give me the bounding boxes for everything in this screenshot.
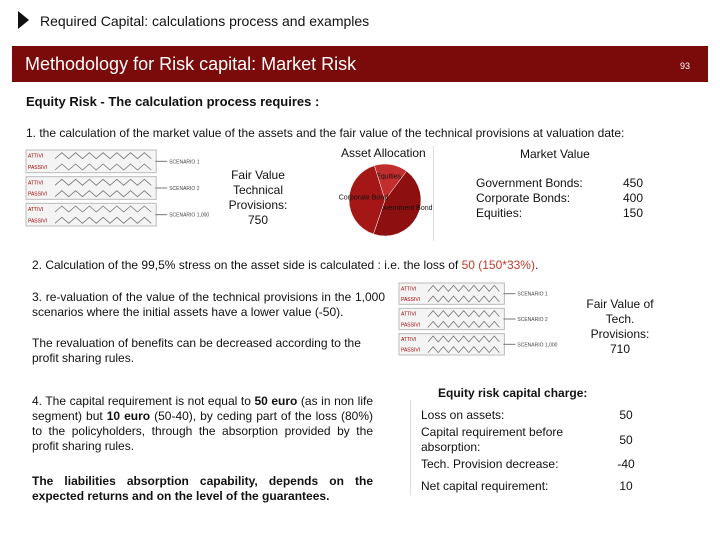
market-value-table: Government Bonds: 450 Corporate Bonds: 400 E… <box>476 176 646 221</box>
text: 4. The capital requirement is not equal … <box>32 394 255 408</box>
zigzag <box>54 178 152 186</box>
text: (as in non life segment) but <box>32 394 373 423</box>
fair-value-line: Fair Value <box>231 168 285 182</box>
step-text: 1. the calculation of the market value o… <box>26 126 625 140</box>
bold-text: 10 euro <box>106 409 151 423</box>
pie-chart: Equities Government Bond Corporate Bond <box>339 163 433 237</box>
scenario-label: SCENARIO 1,000 <box>517 342 557 348</box>
text: 2. Calculation of the 99,5% stress on th… <box>32 258 462 272</box>
diagram-label: PASSIVI <box>28 165 47 171</box>
pie-label: Equities <box>376 174 401 181</box>
table-row: Loss on assets: 50 <box>421 408 641 423</box>
row-label: Government Bonds: <box>476 176 583 190</box>
bullet-arrow <box>18 11 29 29</box>
diagram-label: PASSIVI <box>28 218 47 224</box>
pie-slice <box>373 170 422 237</box>
step-text: 3. re-valuation of the value of the tech… <box>32 290 385 319</box>
zigzag <box>54 190 152 198</box>
row-value: 50 <box>619 432 633 447</box>
zigzag <box>427 335 500 343</box>
row-value: -40 <box>617 457 635 471</box>
capital-charge-title: Equity risk capital charge: <box>438 386 588 400</box>
zigzag <box>54 152 152 160</box>
diagram-label: PASSIVI <box>401 322 420 328</box>
scenario-label: SCENARIO 1 <box>169 159 200 165</box>
zigzag <box>54 205 152 213</box>
fair-value-line: Tech. <box>605 312 635 326</box>
fair-value: Fair Value Technical Provisions: 750 <box>220 168 296 228</box>
table-row: Equities: 150 <box>476 206 646 221</box>
zigzag <box>427 295 500 303</box>
header-title: Required Capital: calculations process a… <box>40 13 370 29</box>
pie-slice <box>348 165 386 235</box>
bold-text: 50 euro <box>254 394 298 408</box>
diagram-label: ATTIVI <box>401 312 416 318</box>
text: (50-40), by ceding part of the loss (80%… <box>32 409 373 453</box>
pie-label: Government Bond <box>376 205 433 212</box>
row-value: 150 <box>622 206 644 220</box>
row-value: 10 <box>619 479 633 493</box>
fair-value-line: Provisions: <box>228 198 288 212</box>
step-note: The revaluation of benefits can be decre… <box>32 336 361 365</box>
capital-charge-table: Loss on assets: 50 Capital requirement bef… <box>421 408 641 496</box>
step-note: The liabilities absorption capability, d… <box>32 474 373 503</box>
zigzag <box>427 310 500 318</box>
scenario-label: SCENARIO 2 <box>517 317 548 323</box>
scenario-diagram: ATTIVI PASSIVI SCENARIO 1 ATTIVI PASSIVI SCEN… <box>25 149 209 227</box>
step-text: 4. The capital requirement is not equal … <box>32 394 373 454</box>
section-title: Equity Risk - The calculation process re… <box>26 94 320 109</box>
zigzag <box>54 216 152 224</box>
allocation-title: Asset Allocation <box>341 146 426 160</box>
scenario-label: SCENARIO 1,000 <box>169 213 209 219</box>
divider <box>410 400 411 495</box>
scenario-diagram: ATTIVI PASSIVI SCENARIO 1 ATTIVI PASSIVI SCEN… <box>398 282 558 356</box>
fair-value-line: Fair Value of <box>586 297 654 311</box>
text: . <box>534 258 539 272</box>
row-value: 450 <box>622 176 644 190</box>
row-value: 400 <box>622 191 644 205</box>
zigzag <box>54 163 152 171</box>
page-number: 93 <box>680 61 691 71</box>
banner <box>12 46 708 82</box>
row-label: Equities: <box>476 206 523 220</box>
zigzag <box>427 320 500 328</box>
scenario-label: SCENARIO 1 <box>517 292 548 298</box>
diagram-label: ATTIVI <box>28 180 43 186</box>
diagram-label: PASSIVI <box>401 297 420 303</box>
divider <box>433 146 434 241</box>
diagram-label: ATTIVI <box>401 337 416 343</box>
banner-title: Methodology for Risk capital: Market Ris… <box>25 54 357 74</box>
zigzag <box>427 346 500 354</box>
pie-label: Corporate Bond <box>339 195 389 202</box>
market-value-title: Market Value <box>520 147 590 161</box>
row-label: Capital requirement before absorption: <box>421 425 564 454</box>
scenario-label: SCENARIO 2 <box>169 186 200 192</box>
row-label: Net capital requirement: <box>421 479 549 493</box>
table-row: Net capital requirement: 10 <box>421 479 641 494</box>
diagram-label: PASSIVI <box>28 192 47 198</box>
table-row: Capital requirement before absorption: 50 <box>421 425 641 455</box>
fair-value-line: 710 <box>609 342 631 356</box>
fair-value-line: 750 <box>247 213 269 227</box>
table-row: Corporate Bonds: 400 <box>476 191 646 206</box>
diagram-label: ATTIVI <box>28 154 43 160</box>
diagram-label: PASSIVI <box>401 348 420 354</box>
row-label: Loss on assets: <box>421 408 505 422</box>
step-text: 2. Calculation of the 99,5% stress on th… <box>32 258 712 273</box>
zigzag <box>427 284 500 292</box>
row-label: Corporate Bonds: <box>476 191 571 205</box>
row-label: Tech. Provision decrease: <box>421 457 559 471</box>
table-row: Tech. Provision decrease: -40 <box>421 457 641 472</box>
fair-value-line: Provisions: <box>590 327 650 341</box>
fair-value: Fair Value of Tech. Provisions: 710 <box>578 297 662 357</box>
diagram-label: ATTIVI <box>28 207 43 213</box>
row-value: 50 <box>619 408 633 422</box>
fair-value-line: Technical <box>232 183 284 197</box>
table-row: Government Bonds: 450 <box>476 176 646 191</box>
diagram-label: ATTIVI <box>401 286 416 292</box>
highlight: 50 (150*33%) <box>461 258 535 272</box>
